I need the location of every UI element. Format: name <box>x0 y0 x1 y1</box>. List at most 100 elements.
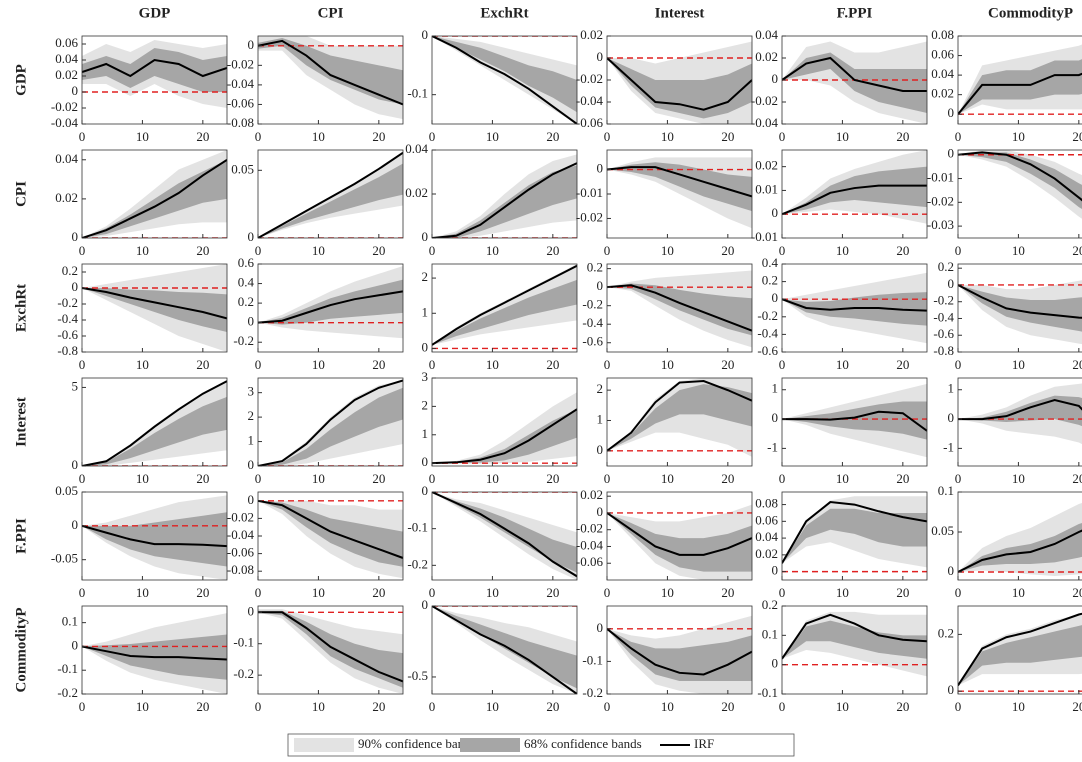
legend-label: IRF <box>694 736 714 751</box>
x-tick-label: 0 <box>604 471 611 486</box>
irf-line <box>258 290 403 324</box>
plot-area <box>82 264 227 352</box>
y-tick-label: -0.02 <box>751 93 778 108</box>
x-tick-label: 20 <box>196 129 209 144</box>
x-tick-label: 0 <box>255 585 262 600</box>
x-tick-label: 20 <box>546 357 559 372</box>
axes-box <box>957 35 1082 125</box>
confidence-band <box>258 610 403 688</box>
x-tick-label: 20 <box>196 699 209 714</box>
x-tick-label: 20 <box>546 243 559 258</box>
x-tick-label: 20 <box>721 243 734 258</box>
legend-box <box>287 733 795 757</box>
y-tick-label: 0 <box>772 71 779 86</box>
x-tick-label: 0 <box>779 585 786 600</box>
y-tick-label: 0 <box>948 410 955 425</box>
irf-line <box>258 379 403 466</box>
confidence-band <box>82 159 227 238</box>
plot-area <box>258 499 403 579</box>
irf-line <box>82 287 227 320</box>
plot-area <box>607 615 752 694</box>
y-tick-label: 0.2 <box>762 597 778 612</box>
y-tick-label: 1 <box>597 411 604 426</box>
y-tick-label: 0.1 <box>938 483 954 498</box>
plot-area <box>82 495 227 580</box>
y-tick-label: -0.5 <box>407 668 428 683</box>
x-tick-label: 20 <box>896 471 909 486</box>
axes-box <box>81 491 228 581</box>
x-tick-label: 10 <box>836 585 849 600</box>
plot-area <box>607 41 752 124</box>
plot-area <box>258 151 403 238</box>
x-tick-label: 20 <box>896 585 909 600</box>
plot-area <box>958 383 1082 445</box>
y-tick-label: -0.1 <box>582 652 603 667</box>
confidence-band <box>432 492 577 580</box>
irf-line <box>258 499 403 559</box>
plot-area <box>82 40 227 108</box>
irf-line <box>782 298 927 312</box>
y-tick-label: 5 <box>72 378 79 393</box>
y-tick-label: 1 <box>422 304 429 319</box>
legend-swatch <box>460 738 520 752</box>
confidence-band <box>82 396 227 466</box>
irf-line <box>82 58 227 78</box>
y-tick-label: -0.4 <box>933 309 954 324</box>
y-tick-label: -0.1 <box>757 685 778 700</box>
y-tick-label: -0.1 <box>233 635 254 650</box>
plot-area <box>782 383 927 458</box>
x-tick-label: 20 <box>721 129 734 144</box>
irf-line <box>607 284 752 332</box>
y-tick-label: 0.06 <box>55 35 78 50</box>
axes-box <box>606 263 753 353</box>
irf-line <box>958 529 1082 573</box>
plot-area <box>782 496 927 573</box>
axes-box <box>781 491 928 581</box>
x-tick-label: 10 <box>136 699 149 714</box>
y-tick-label: 0.02 <box>755 49 778 64</box>
x-tick-label: 0 <box>955 699 962 714</box>
x-tick-label: 10 <box>486 699 499 714</box>
y-tick-label: 0 <box>597 161 604 176</box>
x-tick-label: 0 <box>79 699 86 714</box>
row-label: GDP <box>13 64 29 96</box>
x-tick-label: 10 <box>136 129 149 144</box>
y-tick-label: -0.6 <box>933 326 954 341</box>
confidence-band <box>258 279 403 325</box>
plot-area <box>782 41 927 124</box>
x-tick-label: 10 <box>661 585 674 600</box>
irf-line <box>82 645 227 661</box>
y-tick-label: 0 <box>422 597 429 612</box>
y-tick-label: 0.4 <box>238 275 255 290</box>
plot-area <box>958 150 1082 219</box>
x-tick-label: 20 <box>196 585 209 600</box>
axes-box <box>431 35 578 125</box>
x-tick-label: 10 <box>661 471 674 486</box>
plot-area <box>607 504 752 580</box>
y-tick-label: -0.4 <box>57 311 78 326</box>
y-tick-label: -0.2 <box>233 666 254 681</box>
x-tick-label: 20 <box>896 243 909 258</box>
row-label: CPI <box>13 181 29 207</box>
confidence-band <box>607 628 752 681</box>
y-tick-label: -0.4 <box>582 315 603 330</box>
x-tick-label: 10 <box>312 129 325 144</box>
x-tick-label: 20 <box>721 585 734 600</box>
y-tick-label: -0.02 <box>227 56 254 71</box>
confidence-band <box>258 37 403 105</box>
x-tick-label: 0 <box>779 129 786 144</box>
x-tick-label: 0 <box>79 471 86 486</box>
x-tick-label: 0 <box>955 243 962 258</box>
plot-area <box>958 612 1082 692</box>
y-tick-label: 0.04 <box>755 27 778 42</box>
y-tick-label: -0.4 <box>757 325 778 340</box>
y-tick-label: 0 <box>772 205 779 220</box>
x-tick-label: 10 <box>836 243 849 258</box>
y-tick-label: -0.2 <box>407 556 428 571</box>
irf-line <box>607 628 752 676</box>
plot-area <box>432 606 577 694</box>
x-tick-label: 0 <box>429 129 436 144</box>
y-tick-label: 0.2 <box>938 259 954 274</box>
irf-line <box>958 72 1082 115</box>
x-tick-label: 0 <box>255 471 262 486</box>
